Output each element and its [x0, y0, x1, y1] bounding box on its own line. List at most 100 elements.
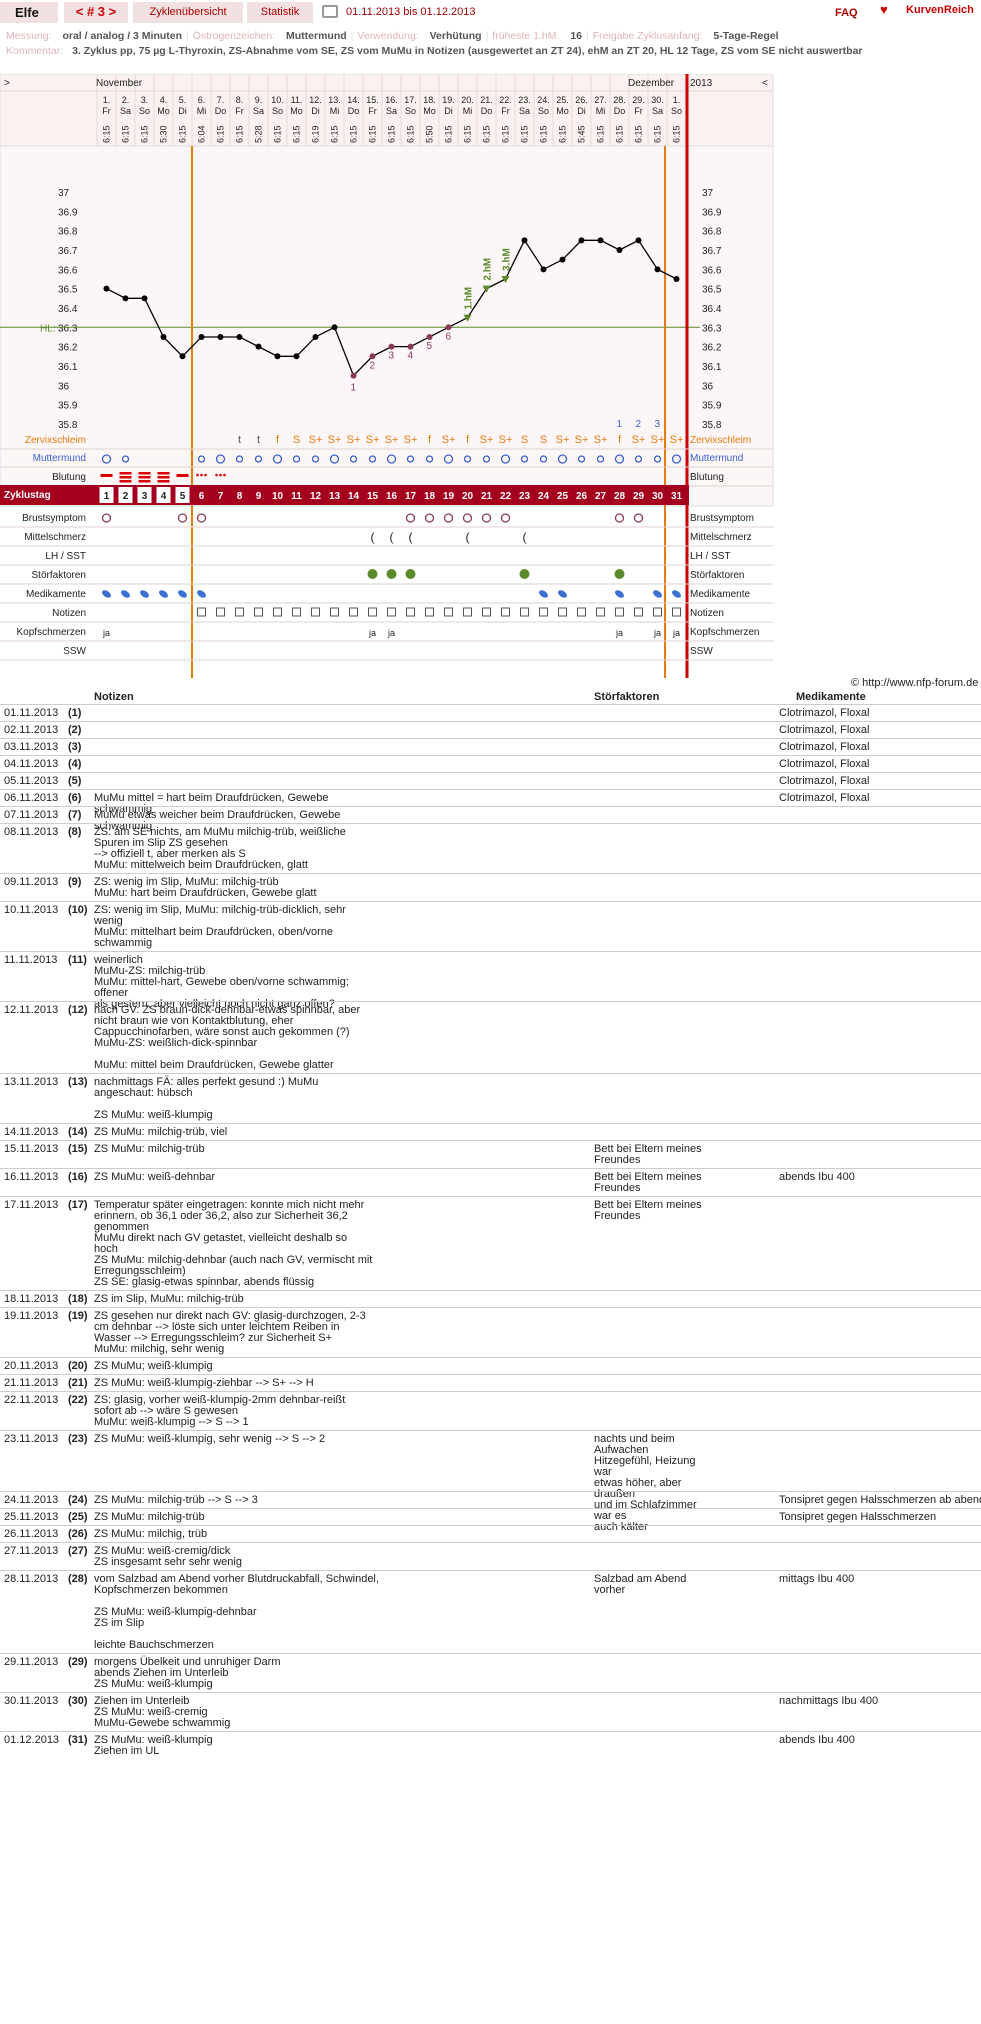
y-tick-right: 36	[702, 381, 714, 392]
midpain-symbol: (	[523, 530, 527, 544]
note-medication: abends Ibu 400	[779, 1171, 855, 1183]
notes-row: 06.11.2013 (6) MuMu mittel = hart beim Dra…	[0, 789, 981, 815]
note-icon	[482, 607, 491, 617]
cycle-day: 4	[161, 491, 167, 502]
note-icon	[520, 607, 529, 617]
bleeding-mark	[100, 474, 113, 477]
cervix-symbol	[254, 455, 263, 463]
breast-symptom	[101, 513, 112, 523]
weekday: So	[671, 106, 682, 116]
disturbance-icon	[386, 569, 397, 579]
meta-value: oral / analog / 3 Minuten	[59, 30, 183, 42]
y-tick-left: 36.4	[58, 304, 78, 315]
midpain-symbol: (	[390, 530, 394, 544]
notes-row: 17.11.2013 (17) Temperatur später eingetra…	[0, 1196, 981, 1290]
mucus-symbol: f	[618, 434, 622, 446]
weekday: Do	[614, 106, 626, 116]
note-cycleday: (7)	[68, 809, 82, 821]
bleeding-mark	[138, 472, 151, 475]
note-cycleday: (25)	[68, 1511, 88, 1523]
notes-row: 05.11.2013 (5) Clotrimazol, Floxal	[0, 772, 981, 789]
cycle-day: 5	[180, 491, 186, 502]
row-label-right-lh: LH / SST	[690, 551, 731, 562]
printer-icon[interactable]	[322, 5, 338, 18]
tab-statistics[interactable]: Statistik	[247, 2, 313, 23]
mucus-symbol: S+	[480, 434, 494, 446]
disturbance-icon	[614, 569, 625, 579]
measure-time: 6:15	[463, 125, 473, 143]
comment-text: 3. Zyklus pp, 75 µg L-Thyroxin, ZS-Abnah…	[72, 45, 863, 57]
cycle-day: 19	[443, 491, 455, 502]
note-text: ZS MuMu: milchig-trüb, viel	[94, 1126, 228, 1138]
credit: © http://www.nfp-forum.de	[851, 677, 979, 689]
cervix-symbol	[463, 455, 472, 463]
note-cycleday: (2)	[68, 724, 82, 736]
note-date: 20.11.2013	[4, 1360, 59, 1372]
row-label-right-mucus: Zervixschleim	[690, 435, 751, 446]
note-text: ZS MuMu: milchig-trüb --> S --> 3	[94, 1494, 258, 1506]
note-date: 03.11.2013	[4, 741, 59, 753]
cycle-day: 28	[614, 491, 626, 502]
temperature-point	[350, 372, 357, 379]
bleeding-mark	[157, 480, 170, 483]
notes-row: 02.11.2013 (2) Clotrimazol, Floxal	[0, 721, 981, 738]
row-label-ssw: SSW	[63, 646, 86, 657]
measure-time: 6:15	[482, 125, 492, 143]
note-text: ZS MuMu: milchig-trüb	[94, 1143, 205, 1155]
note-icon	[216, 607, 225, 617]
meta-label: Messung:	[6, 30, 52, 42]
note-cycleday: (29)	[68, 1656, 88, 1668]
measure-time: 6:15	[558, 125, 568, 143]
cervix-symbol	[634, 455, 643, 463]
day-number: 21.	[480, 95, 493, 105]
medication-icon	[539, 590, 548, 598]
weekday: Sa	[652, 106, 663, 116]
cycle-day: 15	[367, 491, 379, 502]
mucus-symbol: S	[540, 434, 547, 446]
weekday: Mo	[423, 106, 436, 116]
row-label-headache: Kopfschmerzen	[17, 627, 86, 638]
temperature-point	[540, 266, 547, 273]
cycle-day: 3	[142, 491, 148, 502]
cycleday-box	[99, 487, 114, 503]
meta-value: 16	[567, 30, 583, 42]
cervix-symbol	[329, 454, 340, 464]
mucus-symbol: S+	[651, 434, 665, 446]
note-icon	[330, 607, 339, 617]
notes-row: 30.11.2013 (30) Ziehen im Unterleib ZS MuM…	[0, 1692, 981, 1731]
row-label-right-ssw: SSW	[690, 646, 713, 657]
mucus-symbol: S+	[632, 434, 646, 446]
note-cycleday: (24)	[68, 1494, 88, 1506]
note-cycleday: (31)	[68, 1734, 88, 1746]
temperature-point	[122, 295, 129, 302]
weekday: Mi	[330, 106, 340, 116]
measure-time: 5:30	[159, 125, 169, 143]
row-label-disturb: Störfaktoren	[32, 570, 86, 581]
weekday: Do	[481, 106, 493, 116]
note-disturbance: Salzbad am Abend vorher	[594, 1573, 690, 1596]
count-label: 1	[617, 419, 623, 430]
note-date: 23.11.2013	[4, 1433, 59, 1445]
measure-time: 6:15	[387, 125, 397, 143]
y-tick-left: 36.5	[58, 285, 78, 296]
month-right: Dezember	[628, 78, 675, 89]
measure-time: 5:28	[254, 125, 264, 143]
weekday: Fr	[235, 106, 244, 116]
temperature-point	[103, 285, 110, 292]
mucus-symbol: S+	[309, 434, 323, 446]
tab-cycle-overview[interactable]: Zyklenübersicht	[133, 2, 243, 23]
notes-row: 08.11.2013 (8) ZS: am SE nichts, am MuMu m…	[0, 823, 981, 873]
note-cycleday: (18)	[68, 1293, 88, 1305]
cervix-symbol	[614, 454, 625, 464]
brand-link[interactable]: KurvenReich	[906, 4, 974, 16]
note-cycleday: (30)	[68, 1695, 88, 1707]
note-disturbance: nachts und beim Aufwachen Hitzegefühl, H…	[594, 1433, 697, 1533]
temperature-point	[673, 275, 680, 282]
faq-link[interactable]: FAQ	[835, 7, 858, 19]
cycleday-bar	[0, 485, 689, 505]
y-tick-left: 35.9	[58, 401, 78, 412]
cycle-navigator[interactable]: < # 3 >	[64, 2, 128, 23]
mucus-symbol: S	[293, 434, 300, 446]
note-text: ZS MuMu: weiß-cremig/dick ZS insgesamt s…	[94, 1545, 242, 1568]
midpain-symbol: (	[409, 530, 413, 544]
